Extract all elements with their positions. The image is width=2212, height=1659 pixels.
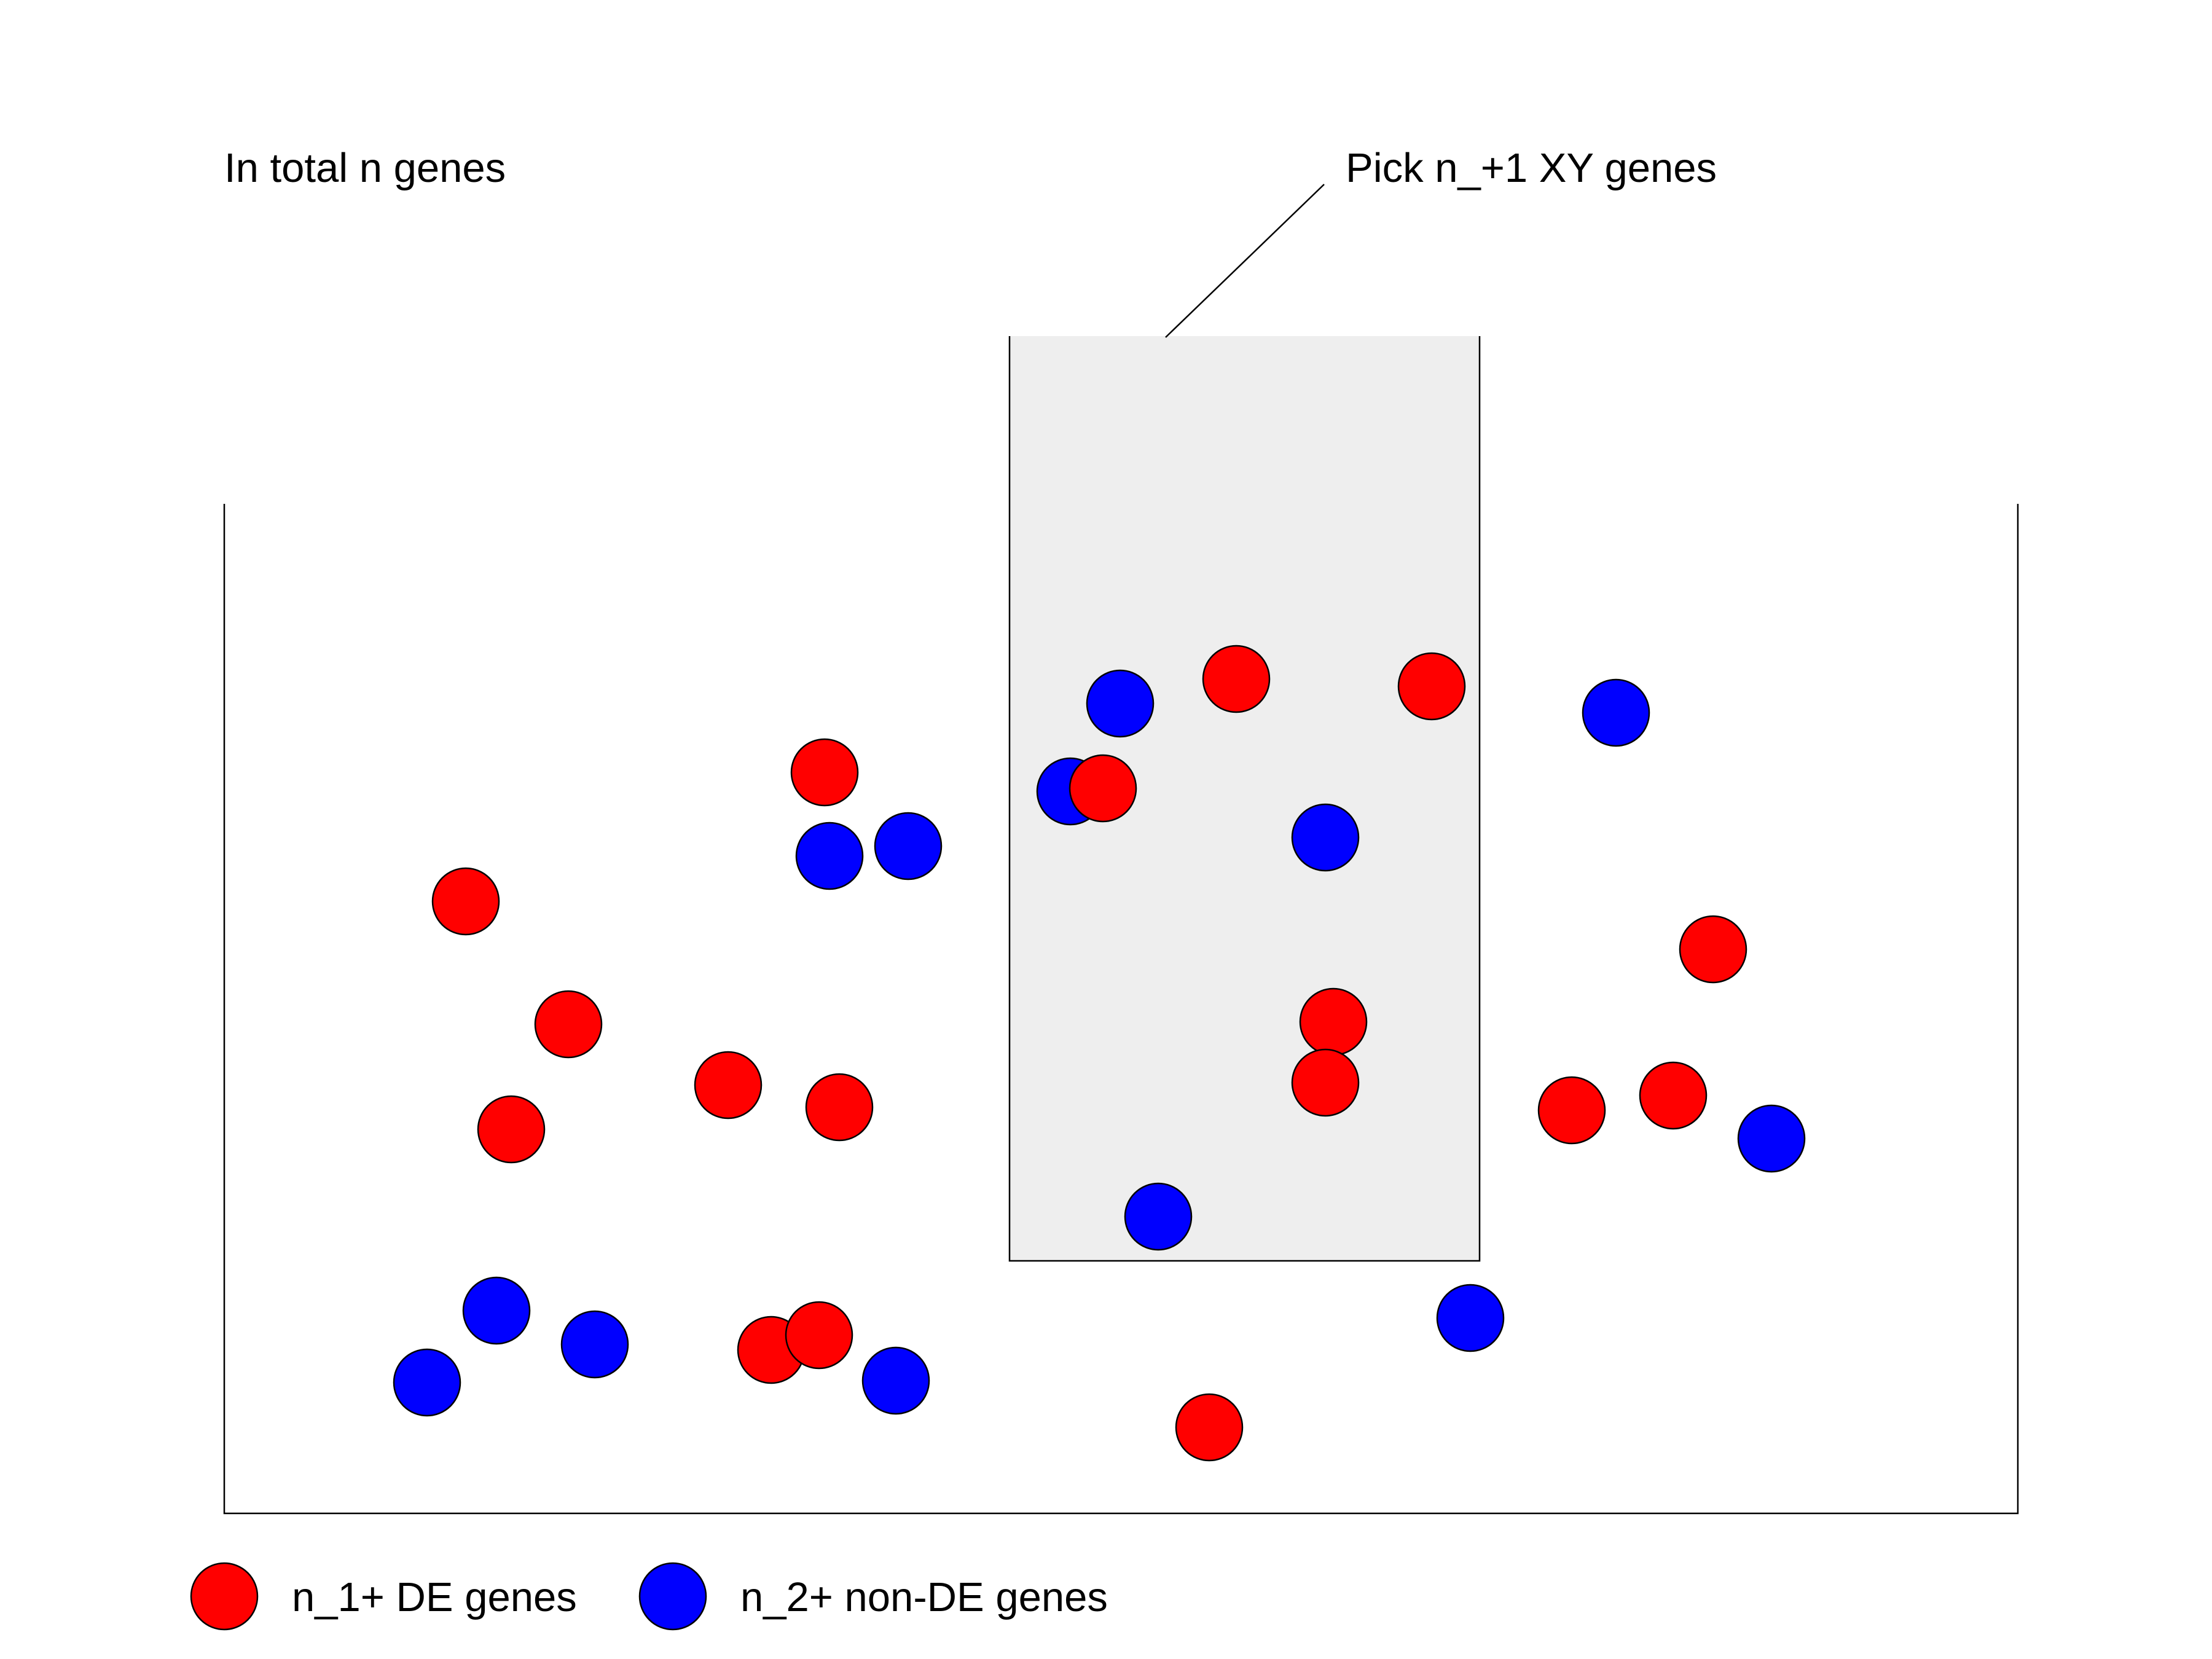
legend-de-swatch <box>190 1562 259 1631</box>
legend-de-label: n_1+ DE genes <box>292 1574 577 1620</box>
non-de-gene <box>874 812 943 880</box>
non-de-gene <box>1737 1104 1806 1173</box>
non-de-gene <box>1582 678 1650 747</box>
de-gene <box>1175 1393 1244 1462</box>
gene-pool-container <box>223 504 2019 1515</box>
de-gene <box>785 1301 853 1370</box>
non-de-gene <box>795 822 864 890</box>
non-de-gene <box>393 1348 461 1417</box>
pick-genes-label: Pick n_+1 XY genes <box>1346 145 1717 191</box>
non-de-gene <box>1086 669 1155 738</box>
de-gene <box>1202 645 1271 713</box>
non-de-gene <box>462 1276 531 1345</box>
de-gene <box>1537 1076 1606 1145</box>
de-gene <box>1291 1048 1360 1117</box>
non-de-gene <box>1291 803 1360 872</box>
de-gene <box>1397 652 1466 721</box>
non-de-gene <box>1124 1182 1193 1251</box>
de-gene <box>1679 915 1747 984</box>
de-gene <box>534 990 603 1059</box>
de-gene <box>1299 987 1368 1056</box>
de-gene <box>790 738 859 807</box>
de-gene <box>1639 1061 1708 1130</box>
non-de-gene <box>861 1346 930 1415</box>
de-gene <box>477 1095 546 1164</box>
selection-window-outline <box>1008 336 1481 1262</box>
non-de-gene <box>560 1310 629 1379</box>
non-de-gene <box>1436 1284 1505 1352</box>
legend: n_1+ DE genes n_2+ non-DE genes <box>190 1562 1108 1631</box>
total-genes-label: In total n genes <box>224 145 506 191</box>
legend-non-de-label: n_2+ non-DE genes <box>740 1574 1108 1620</box>
de-gene <box>1069 754 1137 823</box>
de-gene <box>805 1073 874 1142</box>
pick-pointer-line <box>1165 184 1325 338</box>
de-gene <box>431 867 500 936</box>
legend-non-de-swatch <box>638 1562 707 1631</box>
de-gene <box>694 1051 763 1120</box>
